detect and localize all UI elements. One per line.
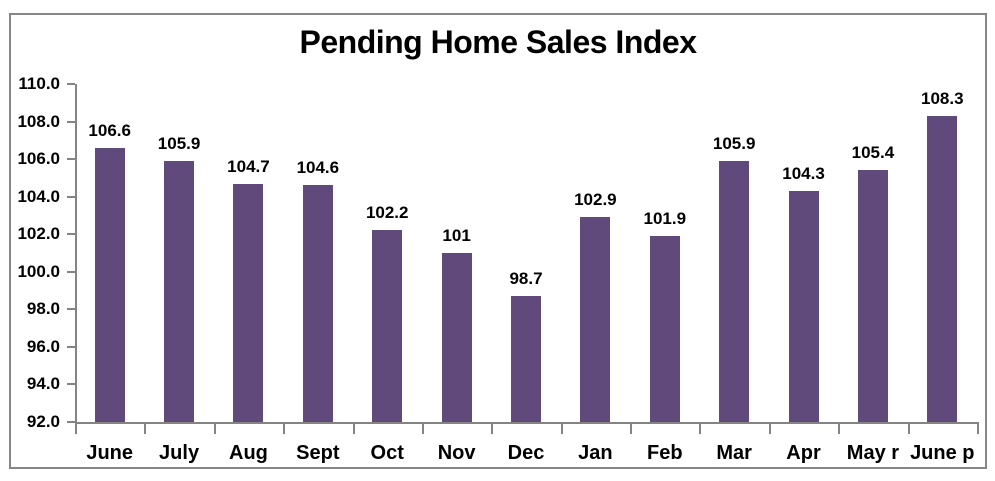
y-axis-tick	[67, 233, 75, 236]
bar-value-label: 105.9	[157, 133, 201, 153]
x-axis-tick	[630, 422, 632, 434]
x-axis-label: Dec	[507, 442, 545, 464]
x-axis-tick	[561, 422, 563, 434]
y-axis-tick	[67, 383, 75, 386]
y-axis-label: 98.0	[26, 299, 60, 319]
bar-may-r	[857, 170, 888, 422]
x-axis-label: Apr	[786, 442, 821, 464]
x-axis-tick	[144, 422, 146, 434]
y-axis	[75, 84, 77, 424]
y-axis-tick	[67, 120, 75, 123]
bar-value-label: 98.7	[509, 269, 543, 289]
y-axis-label: 106.0	[17, 149, 60, 169]
y-axis-tick	[67, 270, 75, 273]
bar-aug	[233, 183, 264, 422]
x-axis-tick	[422, 422, 424, 434]
bar-mar	[719, 160, 750, 422]
y-axis-label: 102.0	[17, 224, 60, 244]
x-axis-label: Feb	[646, 442, 683, 464]
x-axis-label: July	[159, 442, 200, 464]
y-axis-label: 110.0	[18, 74, 60, 93]
x-axis	[75, 422, 979, 424]
y-axis-label: 96.0	[26, 336, 60, 356]
bar-oct	[372, 230, 403, 422]
x-axis-tick	[977, 422, 979, 434]
x-axis-label: Aug	[229, 442, 268, 464]
bar-sept	[302, 185, 333, 422]
bar-feb	[649, 236, 680, 422]
x-axis-tick	[699, 422, 701, 434]
x-axis-tick	[908, 422, 910, 434]
bar-jan	[580, 217, 611, 422]
bar-value-label: 104.7	[227, 156, 270, 176]
x-axis-tick	[283, 422, 285, 434]
bar-june	[94, 147, 125, 422]
y-axis-tick	[67, 345, 75, 348]
bar-value-label: 105.9	[712, 133, 756, 153]
bar-dec	[511, 296, 541, 422]
x-axis-tick	[769, 422, 771, 434]
bar-value-label: 102.2	[365, 203, 409, 223]
x-axis-label: Oct	[370, 442, 404, 464]
x-axis-label: Jan	[578, 442, 613, 464]
x-axis-tick	[75, 422, 77, 434]
x-axis-label: June p	[910, 442, 975, 464]
x-axis-label: Mar	[716, 442, 752, 464]
y-axis-label: 92.0	[26, 412, 60, 431]
y-axis-label: 100.0	[17, 261, 60, 281]
bar-nov	[441, 253, 472, 422]
bar-apr	[788, 191, 819, 422]
bar-value-label: 105.4	[851, 143, 895, 163]
x-axis-label: Sept	[296, 442, 340, 464]
bar-value-label: 106.6	[88, 120, 131, 140]
bar-value-label: 104.6	[296, 158, 340, 178]
bar-value-label: 101.9	[643, 209, 687, 229]
bar-july	[164, 160, 195, 422]
y-axis-tick	[67, 158, 75, 161]
x-axis-tick	[491, 422, 493, 434]
chart-title: Pending Home Sales Index	[299, 24, 698, 60]
y-axis-tick	[67, 308, 75, 311]
x-axis-tick	[353, 422, 355, 434]
x-axis-tick	[838, 422, 840, 434]
y-axis-label: 94.0	[26, 374, 60, 394]
x-axis-label: Nov	[437, 442, 476, 464]
bar-value-label: 101	[442, 226, 471, 245]
bar-value-label: 108.3	[921, 88, 964, 108]
x-axis-label: June	[86, 442, 134, 464]
y-axis-tick	[67, 421, 75, 423]
x-axis-label: May r	[846, 442, 900, 464]
bar-value-label: 102.9	[574, 190, 617, 210]
y-axis-label: 104.0	[17, 186, 60, 206]
bar-june-p	[927, 115, 958, 422]
y-axis-label: 108.0	[17, 111, 60, 131]
chart-frame: Pending Home Sales Index 92.0 94.0 96.0 98.…	[9, 13, 987, 469]
x-axis-tick	[214, 422, 216, 434]
y-axis-tick	[67, 195, 75, 198]
y-axis-tick	[67, 83, 75, 85]
bar-value-label: 104.3	[782, 164, 825, 184]
